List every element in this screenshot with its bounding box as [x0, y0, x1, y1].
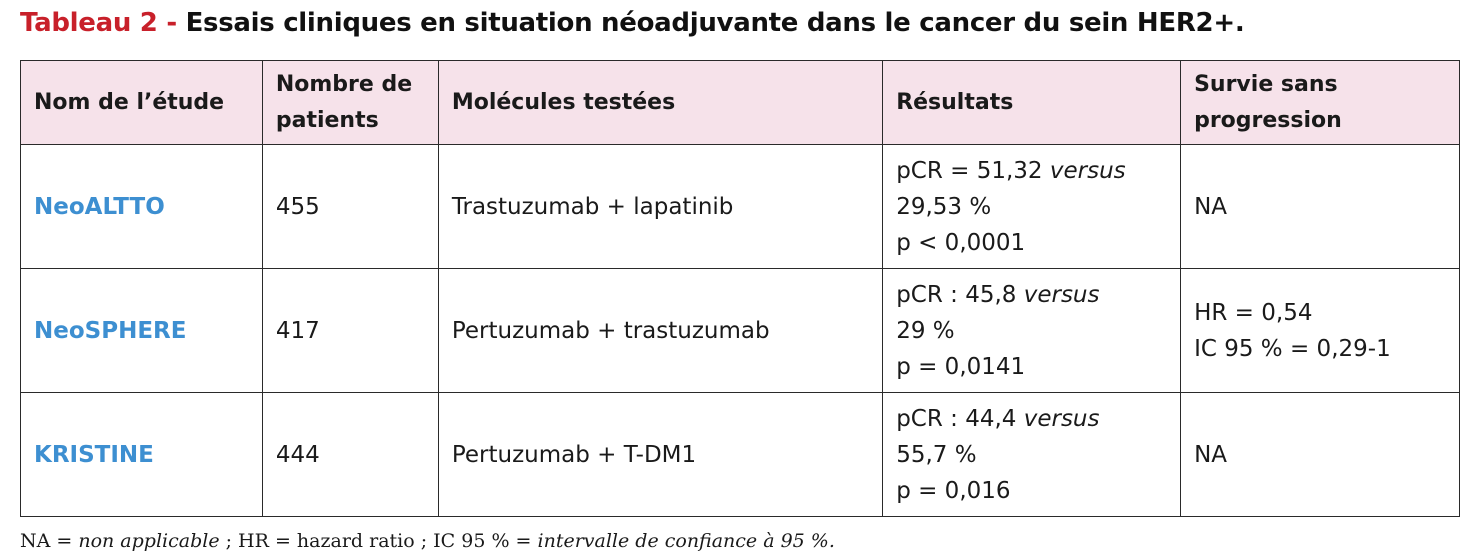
header-results: Résultats [882, 60, 1182, 145]
results-cell: pCR : 45,8 versus 29 % p = 0,0141 [882, 268, 1182, 393]
pfs-cell: NA [1180, 144, 1460, 269]
molecules-tested: Pertuzumab + trastuzumab [437, 268, 884, 393]
results-cell: pCR = 51,32 versus 29,53 % p < 0,0001 [882, 144, 1182, 269]
pfs-cell: NA [1180, 392, 1460, 517]
table-row: NeoALTTO 455 Trastuzumab + lapatinib pCR… [20, 144, 1460, 269]
table-caption: Tableau 2 - Essais cliniques en situatio… [20, 8, 1245, 38]
molecules-tested: Pertuzumab + T-DM1 [437, 392, 884, 517]
patient-count: 417 [261, 268, 439, 393]
table-row: KRISTINE 444 Pertuzumab + T-DM1 pCR : 44… [20, 392, 1460, 517]
patient-count: 444 [261, 392, 439, 517]
clinical-trials-table: Nom de l’étude Nombre de patients Molécu… [20, 60, 1460, 517]
patient-count: 455 [261, 144, 439, 269]
header-row: Nom de l’étude Nombre de patients Molécu… [20, 60, 1460, 145]
table-footnote: NA = non applicable ; HR = hazard ratio … [20, 530, 835, 552]
study-name: KRISTINE [20, 392, 263, 517]
caption-label: Tableau 2 - [20, 8, 177, 38]
caption-text: Essais cliniques en situation néoadjuvan… [185, 8, 1245, 38]
header-pfs: Survie sans progression [1180, 60, 1460, 145]
header-patients: Nombre de patients [261, 60, 439, 145]
header-molecules: Molécules testées [437, 60, 884, 145]
molecules-tested: Trastuzumab + lapatinib [437, 144, 884, 269]
study-name: NeoALTTO [20, 144, 263, 269]
table-row: NeoSPHERE 417 Pertuzumab + trastuzumab p… [20, 268, 1460, 393]
header-study: Nom de l’étude [20, 60, 263, 145]
results-cell: pCR : 44,4 versus 55,7 % p = 0,016 [882, 392, 1182, 517]
pfs-cell: HR = 0,54 IC 95 % = 0,29-1 [1180, 268, 1460, 393]
study-name: NeoSPHERE [20, 268, 263, 393]
